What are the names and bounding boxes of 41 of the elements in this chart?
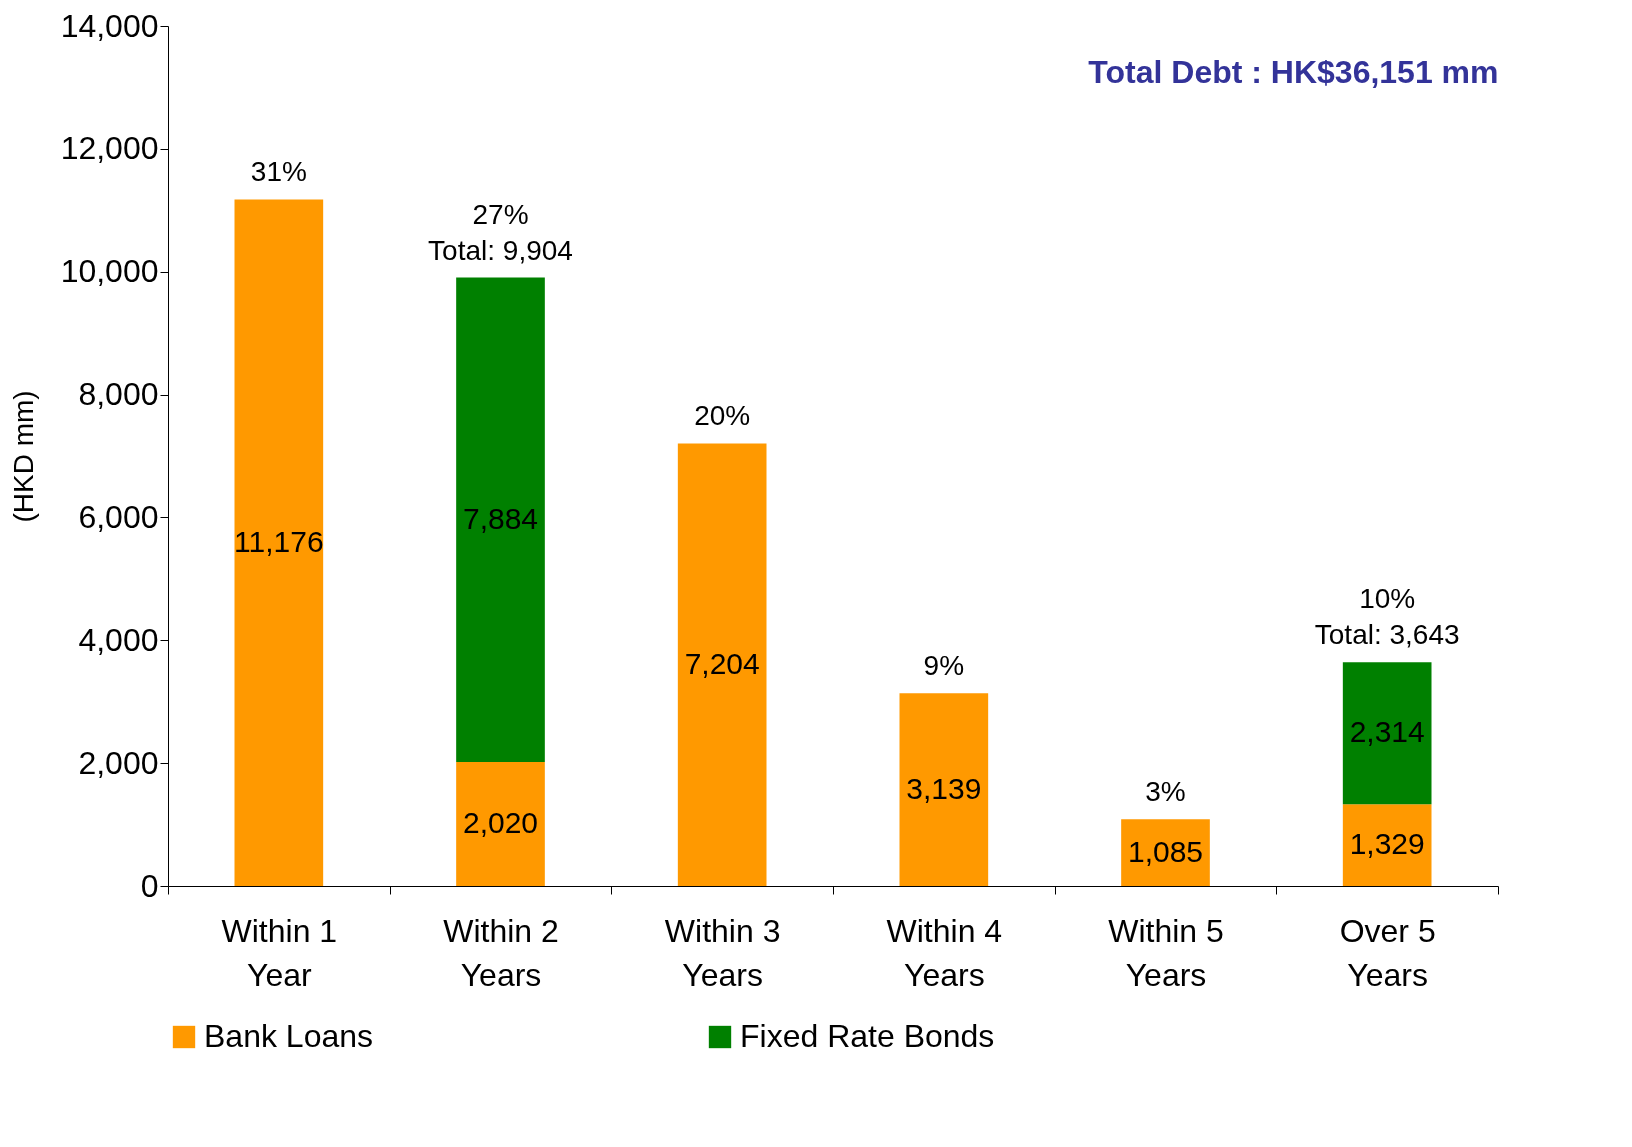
annotation: 20% xyxy=(694,400,751,432)
total-label: Total: 3,643 xyxy=(1314,619,1460,651)
data-label: 1,085 xyxy=(1127,834,1204,868)
y-tick-label: 10,000 xyxy=(60,253,159,290)
bar xyxy=(899,693,989,886)
x-tick-label: Within 5 Years xyxy=(1108,912,1224,993)
y-tick-label: 14,000 xyxy=(60,7,159,44)
bar xyxy=(677,443,767,886)
y-tick-label: 0 xyxy=(140,867,159,904)
y-axis-title: (HKD mm) xyxy=(7,390,39,523)
y-tick-label: 4,000 xyxy=(78,621,159,658)
data-label: 3,139 xyxy=(906,771,982,805)
bar xyxy=(456,277,545,762)
annotation: 10% xyxy=(1359,583,1416,615)
annotation: 27% xyxy=(472,198,529,230)
bar xyxy=(456,761,545,886)
y-tick-label: 6,000 xyxy=(78,498,159,535)
y-tick-label: 2,000 xyxy=(78,744,159,781)
x-tick-label: Over 5 Years xyxy=(1339,912,1436,993)
legend-label: Bank Loans xyxy=(204,1018,374,1054)
x-tick-label: Within 3 Years xyxy=(664,912,781,993)
x-tick-label: Within 4 Years xyxy=(886,912,1003,993)
bar xyxy=(1342,804,1432,886)
annotation: 31% xyxy=(250,156,307,188)
total-label: Total: 9,904 xyxy=(428,234,573,266)
x-tick-label: Within 2 Years xyxy=(443,912,559,993)
data-label: 2,314 xyxy=(1349,715,1425,749)
data-label: 2,020 xyxy=(462,805,539,839)
x-tick-label: Within 1 Year xyxy=(221,912,338,993)
y-tick-label: 8,000 xyxy=(78,376,159,413)
data-label: 7,204 xyxy=(684,646,760,680)
data-label: 1,329 xyxy=(1349,827,1425,861)
y-tick-label: 12,000 xyxy=(60,130,159,167)
bar xyxy=(234,199,324,886)
legend-label: Fixed Rate Bonds xyxy=(740,1018,995,1054)
bar xyxy=(1342,662,1432,805)
annotation: 9% xyxy=(923,650,965,682)
data-label: 11,176 xyxy=(234,524,324,558)
text: Total Debt : HK$36,151 mm xyxy=(1088,54,1499,90)
data-label: 7,884 xyxy=(462,501,539,535)
annotation: 3% xyxy=(1145,776,1186,808)
